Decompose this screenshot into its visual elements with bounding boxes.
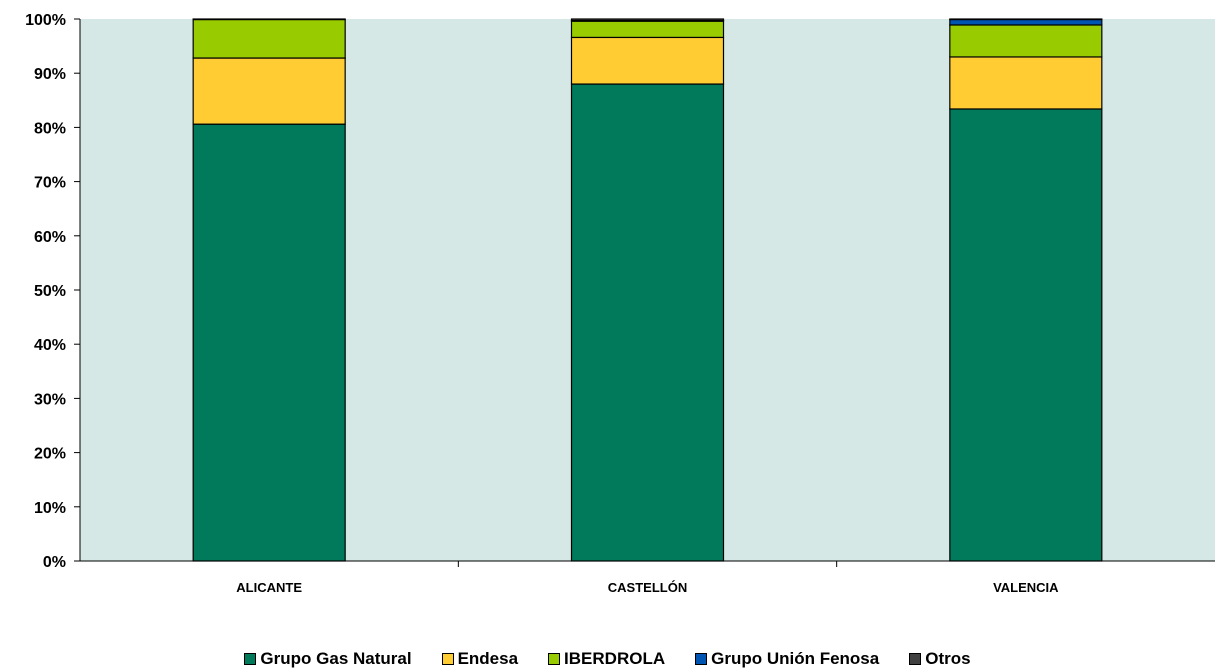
y-tick-label: 100% <box>25 12 66 29</box>
legend-item: Grupo Gas Natural <box>244 649 412 669</box>
legend-item: IBERDROLA <box>548 649 665 669</box>
y-tick-label: 60% <box>34 229 66 246</box>
legend-swatch <box>441 653 454 665</box>
y-tick-label: 30% <box>34 391 66 408</box>
y-tick-label: 50% <box>34 283 66 300</box>
y-tick-label: 20% <box>34 446 66 463</box>
legend-item: Grupo Unión Fenosa <box>695 649 879 669</box>
legend-label: Otros <box>925 649 971 668</box>
bar-grupo-gas-natural-alicante <box>192 123 346 562</box>
bar-grupo-uni-n-fenosa-alicante <box>192 18 346 21</box>
bar-endesa-castell-n <box>570 36 725 85</box>
legend-label: Grupo Unión Fenosa <box>711 649 880 668</box>
x-category-label: VALENCIA <box>993 580 1059 595</box>
bar-iberdrola-valencia <box>949 24 1103 58</box>
legend-swatch <box>244 653 257 665</box>
bar-iberdrola-castell-n <box>570 20 725 39</box>
legend: Grupo Gas Natural Endesa IBERDROLA Grupo Un… <box>0 649 1215 669</box>
legend-label: IBERDROLA <box>564 649 666 668</box>
bar-endesa-valencia <box>949 56 1103 110</box>
y-tick-label: 10% <box>34 500 66 517</box>
legend-swatch <box>909 653 922 665</box>
x-category-label: CASTELLÓN <box>608 580 687 595</box>
y-tick-label: 90% <box>34 66 66 83</box>
y-tick-label: 0% <box>43 554 66 571</box>
legend-item: Endesa <box>441 649 519 669</box>
bar-otros-valencia <box>949 18 1103 21</box>
legend-swatch <box>695 653 708 665</box>
y-tick-label: 80% <box>34 120 66 137</box>
legend-label: Grupo Gas Natural <box>260 649 412 668</box>
x-category-label: ALICANTE <box>236 580 302 595</box>
bar-iberdrola-alicante <box>192 18 346 59</box>
legend-label: Endesa <box>457 649 519 668</box>
y-tick-label: 70% <box>34 175 66 192</box>
bar-grupo-uni-n-fenosa-valencia <box>949 18 1103 26</box>
y-tick-label: 40% <box>34 337 66 354</box>
legend-swatch <box>548 653 561 665</box>
bar-endesa-alicante <box>192 57 346 125</box>
bar-otros-castell-n <box>570 18 725 22</box>
legend-item: Otros <box>909 649 971 669</box>
bar-grupo-gas-natural-valencia <box>949 108 1103 562</box>
bar-grupo-gas-natural-castell-n <box>570 83 725 562</box>
